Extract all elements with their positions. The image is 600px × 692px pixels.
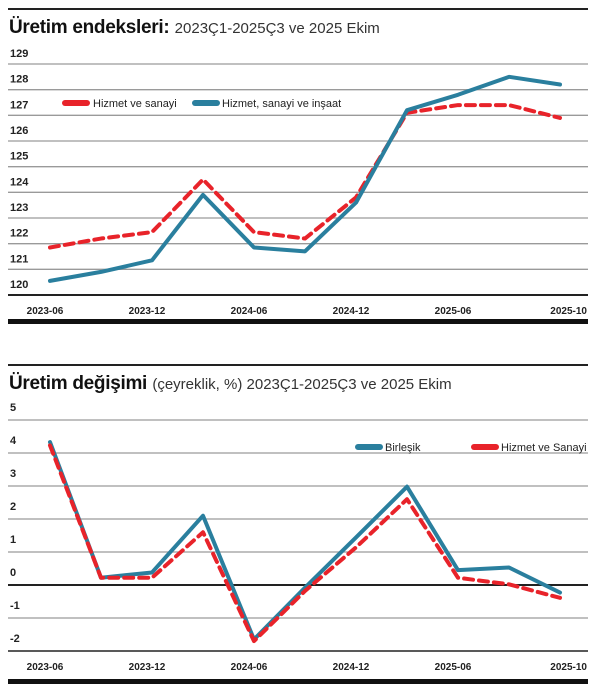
- y-tick-label: 128: [10, 74, 28, 86]
- y-tick-label: 121: [10, 253, 28, 265]
- y-tick-label: -2: [10, 633, 20, 645]
- top-rule: [8, 8, 588, 10]
- x-tick-label: 2024-06: [231, 306, 268, 317]
- y-tick-label: 124: [10, 176, 29, 188]
- chart1-subtitle: 2023Ç1-2025Ç3 ve 2025 Ekim: [174, 20, 380, 37]
- chart1-bottom-bar: [8, 319, 588, 324]
- x-tick-label: 2024-12: [333, 662, 370, 673]
- y-tick-label: 127: [10, 99, 28, 111]
- y-tick-label: 129: [10, 48, 28, 60]
- chart2-subtitle: (çeyreklik, %) 2023Ç1-2025Ç3 ve 2025 Eki…: [152, 376, 452, 393]
- chart1-title-block: Üretim endeksleri: 2023Ç1-2025Ç3 ve 2025…: [9, 17, 380, 39]
- series-line-1: [48, 443, 562, 644]
- x-tick-label: 2023-12: [129, 662, 166, 673]
- x-tick-label: 2025-06: [435, 306, 472, 317]
- x-tick-label: 2024-06: [231, 662, 268, 673]
- x-tick-label: 2025-06: [435, 662, 472, 673]
- y-tick-label: 0: [10, 567, 16, 579]
- series-line-0: [48, 440, 562, 642]
- y-tick-label: 120: [10, 279, 28, 291]
- y-tick-label: 4: [10, 435, 17, 447]
- legend-label: Hizmet ve sanayi: [93, 98, 177, 110]
- x-tick-label: 2023-06: [27, 306, 64, 317]
- y-tick-label: 2: [10, 501, 16, 513]
- chart1-production-index: 120 121 122 123 124 125 126 127 128 129 2023-06 202…: [8, 48, 588, 317]
- chart2-title-block: Üretim değişimi (çeyreklik, %) 2023Ç1-20…: [9, 373, 452, 395]
- y-tick-label: 123: [10, 202, 28, 214]
- legend-label: Hizmet, sanayi ve inşaat: [222, 98, 341, 110]
- y-tick-label: 3: [10, 468, 16, 480]
- x-tick-label: 2025-10: [550, 662, 587, 673]
- chart2-top-rule: [8, 364, 588, 366]
- x-tick-label: 2025-10: [550, 306, 587, 317]
- y-tick-label: 126: [10, 125, 28, 137]
- y-tick-label: 1: [10, 534, 16, 546]
- chart2-title: Üretim değişimi: [9, 373, 148, 394]
- chart1-title: Üretim endeksleri:: [9, 17, 170, 38]
- legend-label: Birleşik: [385, 442, 421, 454]
- x-tick-label: 2024-12: [333, 306, 370, 317]
- y-tick-label: -1: [10, 600, 20, 612]
- y-tick-label: 5: [10, 402, 16, 414]
- x-tick-label: 2023-06: [27, 662, 64, 673]
- x-tick-label: 2023-12: [129, 306, 166, 317]
- legend-label: Hizmet ve Sanayi: [501, 442, 587, 454]
- y-tick-label: 122: [10, 228, 28, 240]
- chart2-bottom-bar: [8, 679, 588, 684]
- y-tick-label: 125: [10, 151, 28, 163]
